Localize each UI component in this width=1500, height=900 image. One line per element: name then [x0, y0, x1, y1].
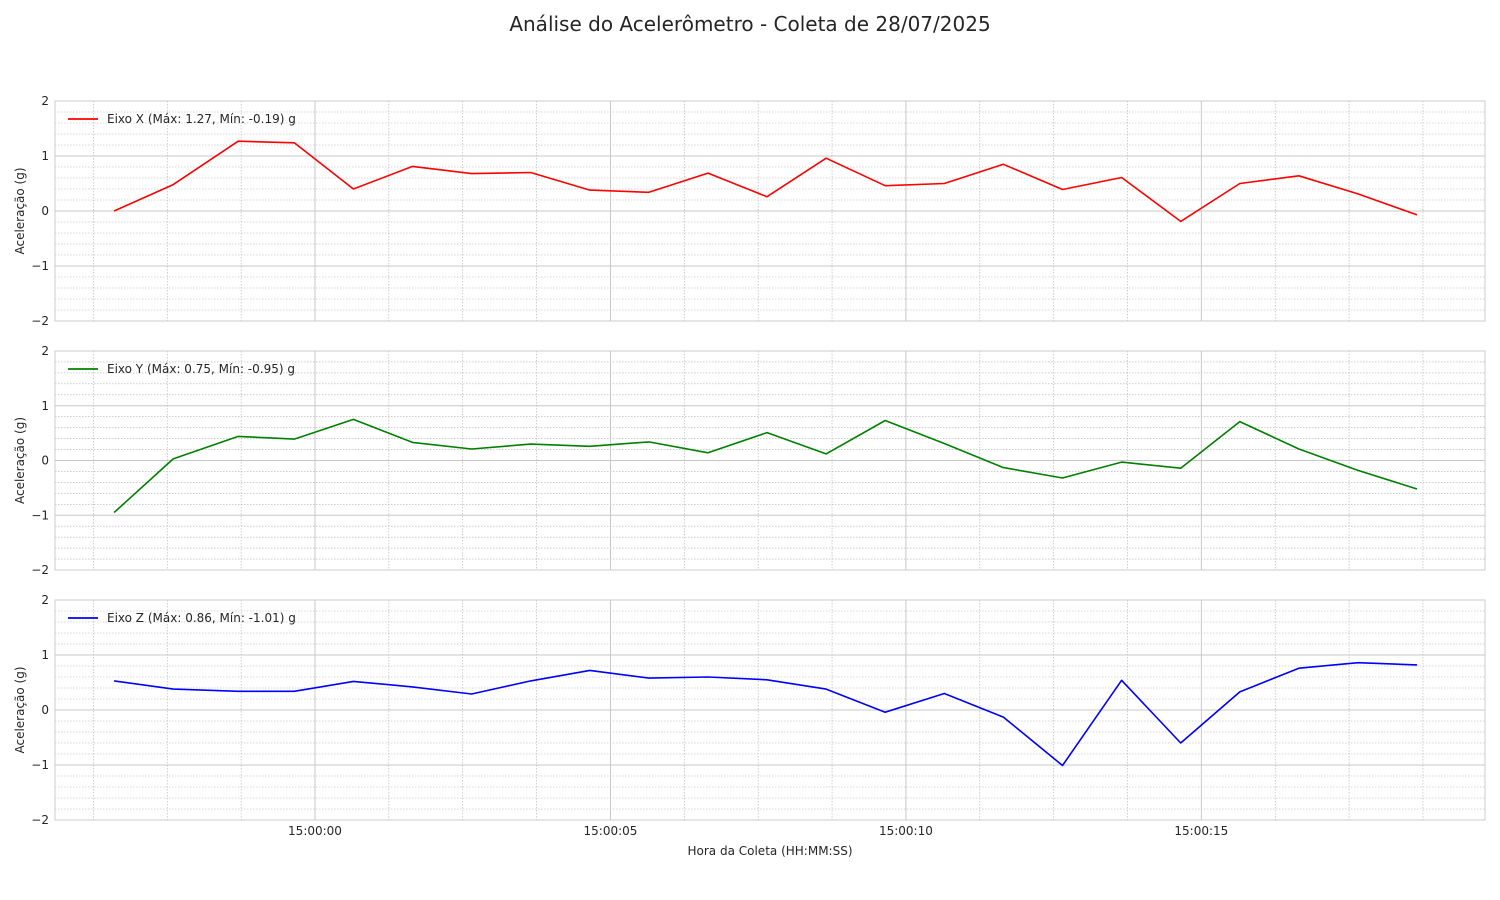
y-tick-label: 1 [41, 149, 49, 163]
subplot-3: 2 1 0 −1 −2 Aceleração (g) Eixo Z (Máx: 0.86, … [13, 593, 1486, 858]
axes-frame [54, 100, 1486, 322]
y-tick-label: −2 [31, 314, 49, 328]
y-tick-label: 0 [41, 204, 49, 218]
series-line [113, 661, 1418, 767]
y-tick-label: 1 [41, 399, 49, 413]
x-tick-label: 15:00:00 [288, 824, 342, 838]
y-tick-label: −2 [31, 813, 49, 827]
subplot-1: 2 1 0 −1 −2 Aceleração (g) Eixo X (Máx: 1.27, … [13, 94, 1486, 328]
legend: Eixo Z (Máx: 0.86, Mín: -1.01) g [68, 611, 296, 625]
chart-title: Análise do Acelerômetro - Coleta de 28/0… [509, 12, 991, 36]
legend: Eixo Y (Máx: 0.75, Mín: -0.95) g [68, 362, 295, 376]
y-tick-label: −2 [31, 563, 49, 577]
grid-lines [55, 599, 1485, 821]
y-tick-label: −1 [31, 758, 49, 772]
y-tick-label: 0 [41, 454, 49, 468]
x-tick-label: 15:00:05 [584, 824, 638, 838]
y-axis-label: Aceleração (g) [13, 167, 27, 254]
axes-frame [54, 350, 1486, 571]
subplot-2: 2 1 0 −1 −2 Aceleração (g) Eixo Y (Máx: 0.75, … [13, 344, 1486, 577]
legend: Eixo X (Máx: 1.27, Mín: -0.19) g [68, 112, 296, 126]
legend-label: Eixo Y (Máx: 0.75, Mín: -0.95) g [107, 362, 295, 376]
legend-label: Eixo X (Máx: 1.27, Mín: -0.19) g [107, 112, 296, 126]
y-tick-label: 2 [41, 94, 49, 108]
y-tick-label: 2 [41, 344, 49, 358]
series-line [113, 140, 1418, 223]
y-tick-label: 1 [41, 648, 49, 662]
y-tick-label: −1 [31, 259, 49, 273]
series-line [113, 418, 1418, 514]
axes-frame [54, 599, 1486, 821]
grid-lines [55, 100, 1485, 322]
y-axis-label: Aceleração (g) [13, 417, 27, 504]
y-tick-label: −1 [31, 508, 49, 522]
legend-label: Eixo Z (Máx: 0.86, Mín: -1.01) g [107, 611, 296, 625]
x-axis-label: Hora da Coleta (HH:MM:SS) [688, 844, 853, 858]
grid-lines [55, 350, 1485, 571]
y-tick-label: 2 [41, 593, 49, 607]
x-tick-label: 15:00:15 [1174, 824, 1228, 838]
x-tick-label: 15:00:10 [879, 824, 933, 838]
y-axis-label: Aceleração (g) [13, 666, 27, 753]
y-tick-label: 0 [41, 703, 49, 717]
